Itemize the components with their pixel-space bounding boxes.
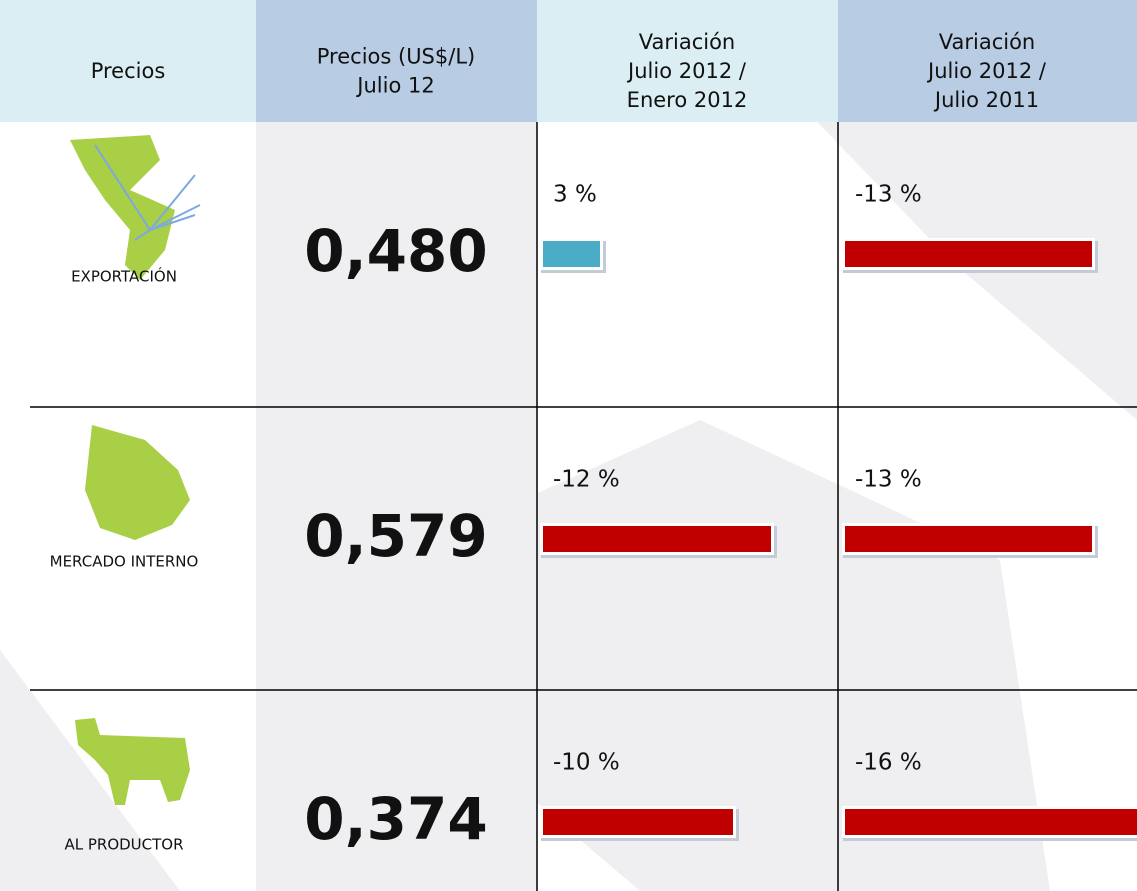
bar: [543, 809, 733, 835]
header-text: Julio 12: [355, 74, 434, 98]
variation-label: -12 %: [553, 467, 620, 493]
header-text: Julio 2012 /: [626, 59, 747, 83]
variation-label: -10 %: [553, 750, 620, 776]
header-text: Enero 2012: [627, 88, 748, 112]
price: 0,579: [304, 502, 487, 570]
price: 0,374: [304, 785, 487, 853]
row-label: AL PRODUCTOR: [64, 836, 183, 854]
americas-icon: [70, 135, 201, 280]
header-text: Julio 2011: [933, 88, 1039, 112]
variation-label: 3 %: [553, 182, 597, 208]
row-label: MERCADO INTERNO: [50, 553, 199, 571]
variation-label: -13 %: [855, 467, 922, 493]
bar: [845, 241, 1092, 267]
header-text: Julio 2012 /: [926, 59, 1047, 83]
uruguay-icon: [85, 425, 190, 540]
row-label: EXPORTACIÓN: [71, 267, 177, 286]
variation-label: -16 %: [855, 750, 922, 776]
header-cell: [256, 0, 537, 122]
header-text: Precios (US$/L): [317, 45, 475, 69]
bar: [845, 526, 1092, 552]
header-cell: [838, 0, 1137, 122]
variation-label: -13 %: [855, 182, 922, 208]
header-text: Variación: [939, 30, 1035, 54]
price: 0,480: [304, 217, 487, 285]
grid: [30, 122, 1137, 891]
header-cell: [537, 0, 838, 122]
header-text: Precios: [91, 59, 166, 83]
header-text: Variación: [639, 30, 735, 54]
cow-icon: [75, 718, 190, 805]
bar: [543, 241, 600, 267]
bar: [845, 809, 1137, 835]
header-cell: [0, 0, 256, 122]
bar: [543, 526, 771, 552]
